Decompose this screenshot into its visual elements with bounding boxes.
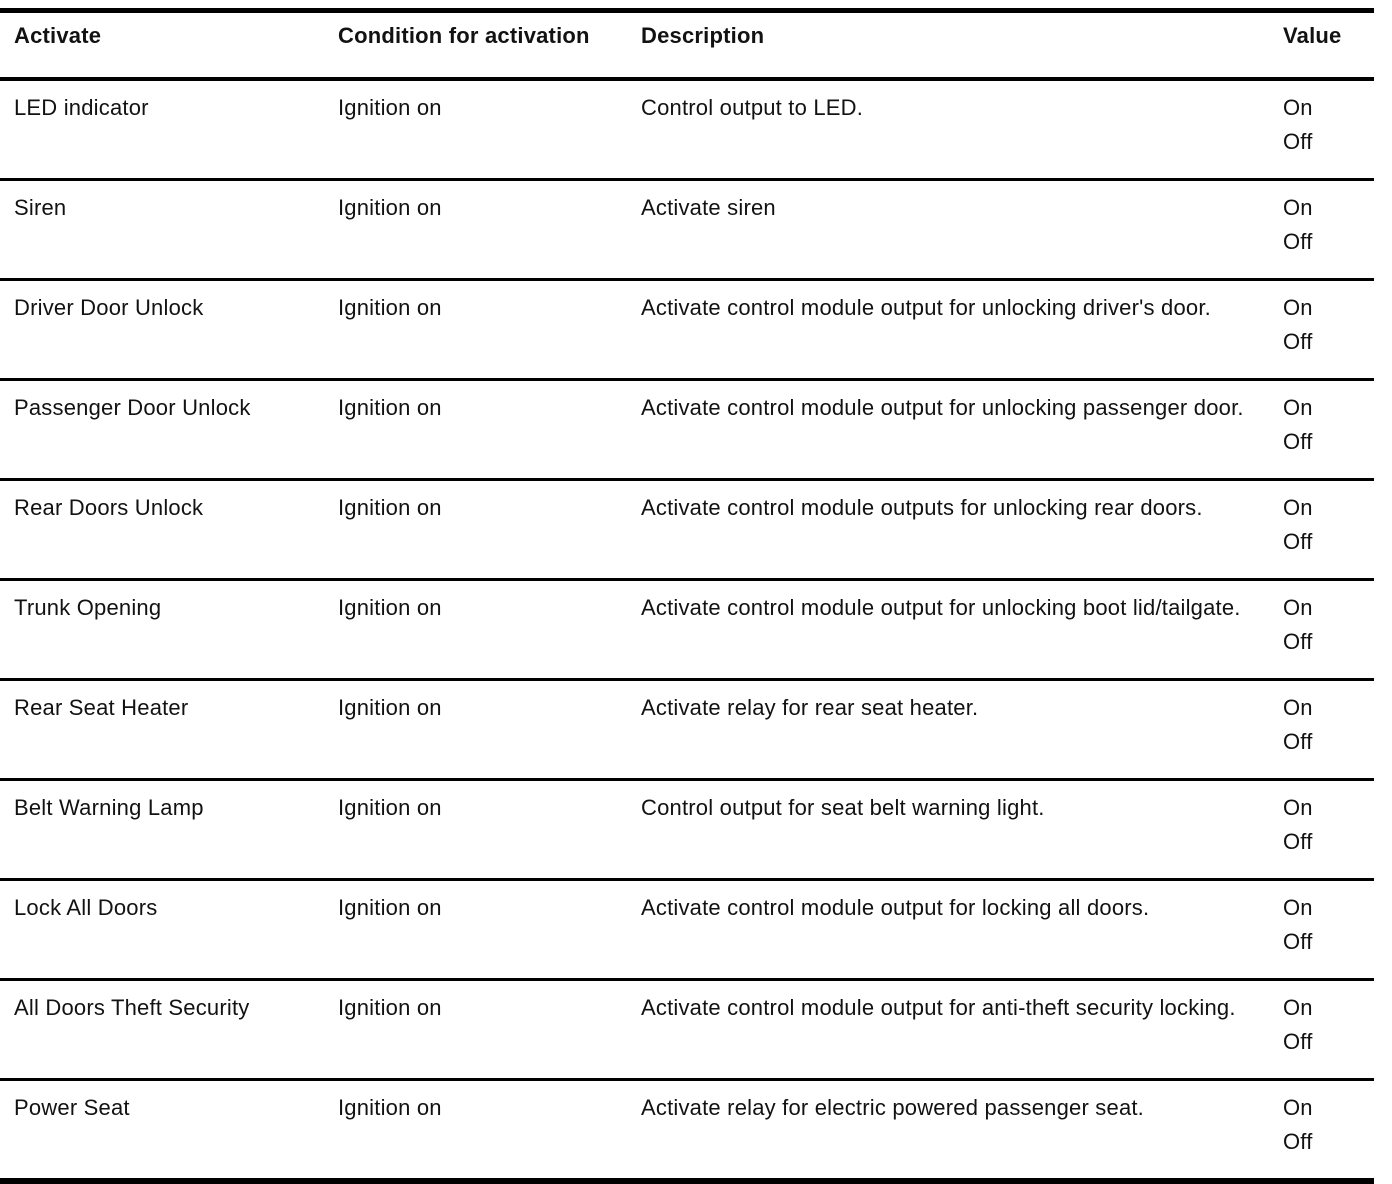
value-on: On — [1283, 295, 1313, 320]
value-on: On — [1283, 95, 1313, 120]
value-off: Off — [1283, 229, 1313, 254]
cell-condition: Ignition on — [338, 295, 442, 320]
cell-description: Control output to LED. — [641, 95, 864, 120]
cell-value: On Off — [1283, 980, 1374, 1080]
value-on: On — [1283, 395, 1313, 420]
cell-description: Activate control module output for unloc… — [641, 395, 1244, 420]
cell-condition: Ignition on — [338, 695, 442, 720]
cell-condition: Ignition on — [338, 1095, 442, 1120]
cell-activate: All Doors Theft Security — [14, 995, 250, 1020]
value-on: On — [1283, 995, 1313, 1020]
table-row: Power Seat Ignition on Activate relay fo… — [0, 1080, 1374, 1182]
cell-condition: Ignition on — [338, 895, 442, 920]
value-off: Off — [1283, 629, 1313, 654]
cell-condition: Ignition on — [338, 595, 442, 620]
table-header: Activate Condition for activation Descri… — [0, 10, 1374, 81]
table-row: Belt Warning Lamp Ignition on Control ou… — [0, 780, 1374, 880]
cell-activate: Lock All Doors — [14, 895, 158, 920]
cell-description: Activate control module output for unloc… — [641, 595, 1241, 620]
table-row: LED indicator Ignition on Control output… — [0, 79, 1374, 180]
cell-activate: LED indicator — [14, 95, 149, 120]
cell-activate: Driver Door Unlock — [14, 295, 204, 320]
cell-value: On Off — [1283, 480, 1374, 580]
value-off: Off — [1283, 429, 1313, 454]
value-on: On — [1283, 1095, 1313, 1120]
cell-activate: Power Seat — [14, 1095, 130, 1120]
value-off: Off — [1283, 729, 1313, 754]
value-off: Off — [1283, 329, 1313, 354]
activation-functions-table: Activate Condition for activation Descri… — [0, 8, 1374, 1184]
column-header-description: Description — [641, 10, 1283, 81]
value-on: On — [1283, 195, 1313, 220]
value-off: Off — [1283, 1129, 1313, 1154]
cell-description: Activate siren — [641, 195, 776, 220]
table-header-row: Activate Condition for activation Descri… — [0, 10, 1374, 81]
cell-description: Activate control module output for anti-… — [641, 995, 1236, 1020]
cell-description: Control output for seat belt warning lig… — [641, 795, 1045, 820]
cell-condition: Ignition on — [338, 95, 442, 120]
cell-condition: Ignition on — [338, 795, 442, 820]
cell-value: On Off — [1283, 280, 1374, 380]
table-row: Siren Ignition on Activate siren On Off — [0, 180, 1374, 280]
cell-condition: Ignition on — [338, 995, 442, 1020]
cell-condition: Ignition on — [338, 495, 442, 520]
value-off: Off — [1283, 529, 1313, 554]
table-row: All Doors Theft Security Ignition on Act… — [0, 980, 1374, 1080]
cell-description: Activate control module outputs for unlo… — [641, 495, 1203, 520]
cell-value: On Off — [1283, 180, 1374, 280]
column-header-activate: Activate — [0, 10, 338, 81]
cell-activate: Rear Seat Heater — [14, 695, 189, 720]
table-row: Rear Doors Unlock Ignition on Activate c… — [0, 480, 1374, 580]
table-row: Driver Door Unlock Ignition on Activate … — [0, 280, 1374, 380]
column-header-condition: Condition for activation — [338, 10, 641, 81]
value-on: On — [1283, 495, 1313, 520]
cell-value: On Off — [1283, 680, 1374, 780]
cell-activate: Belt Warning Lamp — [14, 795, 204, 820]
value-on: On — [1283, 795, 1313, 820]
value-on: On — [1283, 695, 1313, 720]
cell-activate: Trunk Opening — [14, 595, 162, 620]
value-off: Off — [1283, 129, 1313, 154]
value-off: Off — [1283, 829, 1313, 854]
cell-activate: Siren — [14, 195, 67, 220]
column-header-value: Value — [1283, 10, 1374, 81]
value-on: On — [1283, 895, 1313, 920]
cell-value: On Off — [1283, 580, 1374, 680]
cell-description: Activate relay for rear seat heater. — [641, 695, 979, 720]
table-body: LED indicator Ignition on Control output… — [0, 79, 1374, 1181]
value-off: Off — [1283, 1029, 1313, 1054]
value-off: Off — [1283, 929, 1313, 954]
cell-value: On Off — [1283, 79, 1374, 180]
cell-activate: Rear Doors Unlock — [14, 495, 204, 520]
table-row: Rear Seat Heater Ignition on Activate re… — [0, 680, 1374, 780]
table-row: Lock All Doors Ignition on Activate cont… — [0, 880, 1374, 980]
cell-value: On Off — [1283, 780, 1374, 880]
cell-activate: Passenger Door Unlock — [14, 395, 251, 420]
cell-value: On Off — [1283, 880, 1374, 980]
cell-value: On Off — [1283, 1080, 1374, 1182]
cell-condition: Ignition on — [338, 395, 442, 420]
cell-condition: Ignition on — [338, 195, 442, 220]
cell-description: Activate control module output for unloc… — [641, 295, 1211, 320]
cell-value: On Off — [1283, 380, 1374, 480]
value-on: On — [1283, 595, 1313, 620]
cell-description: Activate relay for electric powered pass… — [641, 1095, 1144, 1120]
table-row: Passenger Door Unlock Ignition on Activa… — [0, 380, 1374, 480]
cell-description: Activate control module output for locki… — [641, 895, 1150, 920]
table-row: Trunk Opening Ignition on Activate contr… — [0, 580, 1374, 680]
